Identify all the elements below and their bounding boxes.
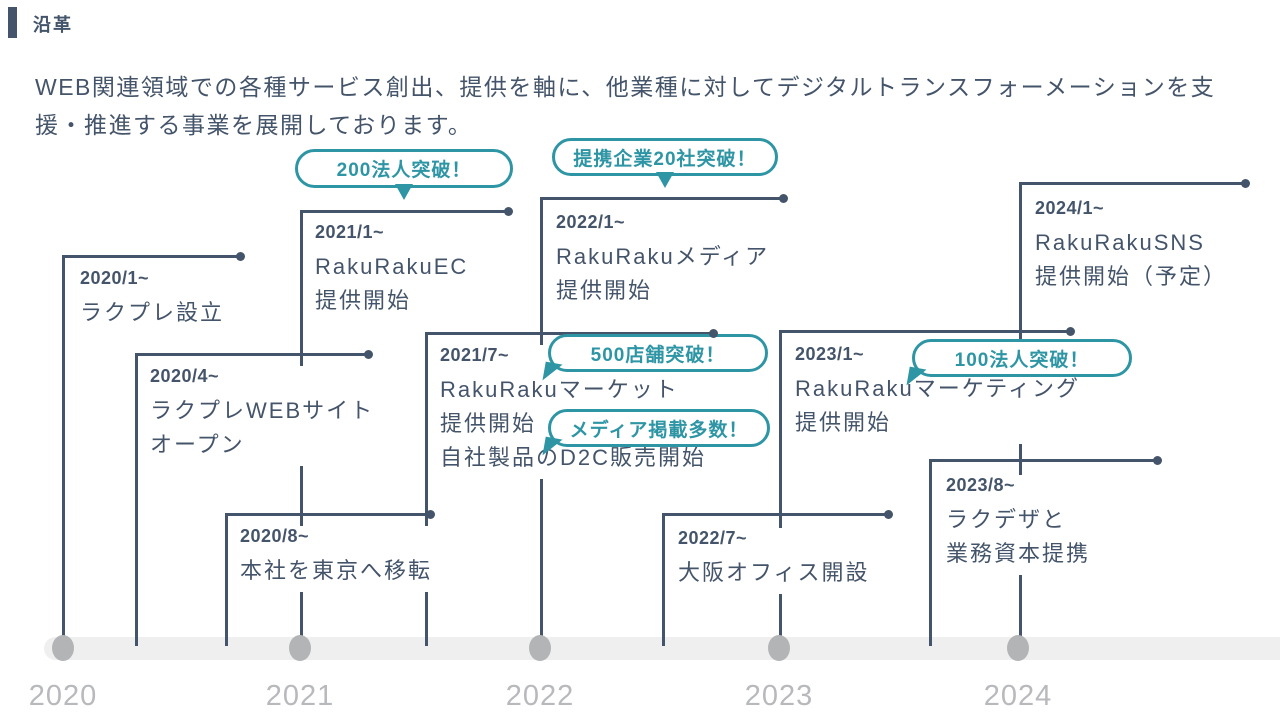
connector-2023-8 bbox=[929, 459, 932, 646]
bracket-2022-1 bbox=[540, 197, 783, 200]
milestone-2020-8: 2020/8~ 本社を東京へ移転 bbox=[240, 526, 437, 592]
milestone-title: オープン bbox=[150, 432, 245, 457]
year-label-2023: 2023 bbox=[744, 680, 814, 712]
milestone-title: 提供開始 bbox=[315, 288, 412, 313]
milestone-title: 自社製品のD2C販売開始 bbox=[440, 445, 707, 470]
bracket-end-dot bbox=[236, 252, 245, 261]
year-dot-2021 bbox=[289, 635, 311, 661]
bracket-end-dot bbox=[1241, 179, 1250, 188]
milestone-date: 2022/7~ bbox=[678, 528, 748, 548]
milestone-date: 2024/1~ bbox=[1035, 198, 1105, 218]
bracket-end-dot bbox=[426, 510, 435, 519]
milestone-2021-1: 2021/1~ RakuRakuEC 提供開始 bbox=[315, 222, 473, 322]
milestone-title: 提供開始 bbox=[795, 410, 892, 435]
milestone-2020-1: 2020/1~ ラクプレ設立 bbox=[80, 268, 229, 334]
milestone-date: 2022/1~ bbox=[556, 212, 626, 232]
bracket-2023-1 bbox=[779, 330, 1070, 333]
bracket-end-dot bbox=[1066, 327, 1075, 336]
year-label-2022: 2022 bbox=[505, 680, 575, 712]
milestone-title: 提供開始 bbox=[556, 278, 653, 303]
page-title: 沿革 bbox=[33, 15, 73, 35]
badge-200-corporations: 200法人突破！ bbox=[295, 149, 513, 200]
milestone-2022-7: 2022/7~ 大阪オフィス開設 bbox=[678, 528, 874, 594]
badge-label: 100法人突破！ bbox=[954, 349, 1090, 371]
milestone-title: RakuRakuメディア bbox=[556, 244, 770, 269]
bracket-2020-8 bbox=[225, 513, 430, 516]
milestone-date: 2020/4~ bbox=[150, 366, 220, 386]
milestone-title: 本社を東京へ移転 bbox=[240, 558, 433, 583]
business-description: WEB関連領域での各種サービス創出、提供を軸に、他業種に対してデジタルトランスフ… bbox=[35, 74, 1216, 138]
bracket-2024-1 bbox=[1019, 182, 1245, 185]
year-label-2020: 2020 bbox=[28, 680, 98, 712]
bracket-end-dot bbox=[709, 329, 718, 338]
bracket-2020-4 bbox=[135, 353, 368, 356]
milestone-title: RakuRakuマーケティング bbox=[795, 376, 1080, 401]
bracket-end-dot bbox=[1153, 456, 1162, 465]
connector-2021-7 bbox=[425, 332, 428, 646]
heading-accent-bar bbox=[8, 7, 17, 38]
milestone-date: 2020/8~ bbox=[240, 526, 310, 546]
milestone-date: 2020/1~ bbox=[80, 268, 150, 288]
bracket-2022-7 bbox=[662, 513, 888, 516]
badge-label: 200法人突破！ bbox=[336, 160, 472, 181]
bracket-end-dot bbox=[364, 350, 373, 359]
connector-2022-7 bbox=[662, 513, 665, 646]
badge-tail-icon bbox=[395, 184, 413, 200]
milestone-date: 2023/8~ bbox=[946, 475, 1016, 495]
milestone-title: RakuRakuSNS bbox=[1035, 230, 1205, 255]
milestone-2023-8: 2023/8~ ラクデザと 業務資本提携 bbox=[946, 475, 1095, 575]
badge-tail-icon bbox=[542, 361, 563, 384]
year-label-2021: 2021 bbox=[265, 680, 335, 712]
milestone-title: RakuRakuEC bbox=[315, 254, 469, 279]
badge-tail-icon bbox=[656, 172, 674, 188]
milestone-title: 業務資本提携 bbox=[946, 541, 1091, 566]
badge-media-coverage: メディア掲載多数！ bbox=[542, 409, 770, 459]
year-dot-2022 bbox=[529, 635, 551, 661]
bracket-2020-1 bbox=[62, 255, 240, 258]
milestone-2020-4: 2020/4~ ラクプレWEBサイト オープン bbox=[150, 366, 379, 466]
badge-500-stores: 500店舗突破！ bbox=[542, 334, 768, 384]
milestone-title: ラクデザと bbox=[946, 507, 1067, 532]
badge-100-corporations: 100法人突破！ bbox=[906, 339, 1132, 389]
year-label-2024: 2024 bbox=[983, 680, 1053, 712]
milestone-date: 2021/1~ bbox=[315, 222, 385, 242]
badge-label: メディア掲載多数！ bbox=[569, 419, 749, 441]
milestone-2024-1: 2024/1~ RakuRakuSNS 提供開始（予定） bbox=[1035, 198, 1232, 298]
milestone-2022-1: 2022/1~ RakuRakuメディア 提供開始 bbox=[556, 212, 774, 312]
bracket-end-dot bbox=[504, 207, 513, 216]
year-dot-2023 bbox=[768, 635, 790, 661]
bracket-end-dot bbox=[884, 510, 893, 519]
bracket-2023-8 bbox=[929, 459, 1157, 462]
connector-2020-1 bbox=[62, 255, 65, 646]
badge-label: 500店舗突破！ bbox=[590, 344, 726, 366]
milestone-title: ラクプレ設立 bbox=[80, 300, 225, 325]
year-dot-2020 bbox=[52, 635, 74, 661]
badge-20-partner-companies: 提携企業20社突破！ bbox=[552, 138, 778, 188]
bracket-2021-7 bbox=[425, 332, 713, 335]
connector-2023-1 bbox=[779, 330, 782, 646]
timeline-axis-band bbox=[44, 637, 1280, 660]
connector-2020-8 bbox=[225, 513, 228, 646]
badge-tail-icon bbox=[906, 366, 927, 389]
connector-2020-4 bbox=[135, 353, 138, 646]
year-dot-2024 bbox=[1007, 635, 1029, 661]
bracket-end-dot bbox=[779, 194, 788, 203]
milestone-title: 提供開始 bbox=[440, 411, 537, 436]
badge-label: 提携企業20社突破！ bbox=[573, 148, 757, 170]
bracket-2021-1 bbox=[300, 210, 508, 213]
milestone-title: 提供開始（予定） bbox=[1035, 264, 1228, 289]
badge-tail-icon bbox=[542, 436, 563, 459]
milestone-title: 大阪オフィス開設 bbox=[678, 560, 870, 585]
milestone-date: 2023/1~ bbox=[795, 344, 865, 364]
milestone-title: ラクプレWEBサイト bbox=[150, 398, 375, 423]
milestone-title: RakuRakuマーケット bbox=[440, 377, 679, 402]
milestone-date: 2021/7~ bbox=[440, 345, 510, 365]
